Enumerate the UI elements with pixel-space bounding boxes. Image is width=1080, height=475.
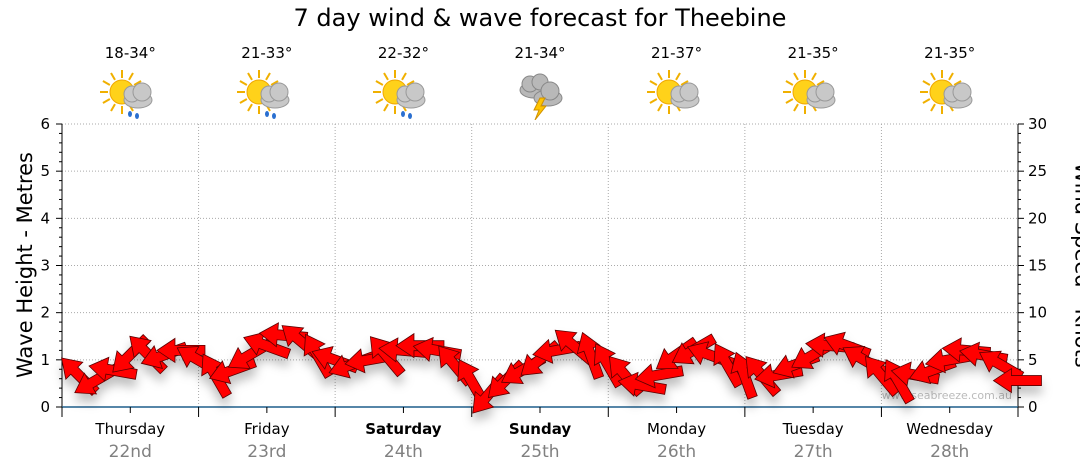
date-label: 26th [657,442,697,462]
date-label: 23rd [247,442,287,462]
y2-tick-label: 5 [1028,351,1038,369]
y2-tick-label: 20 [1028,209,1047,227]
day-label: Wednesday [906,420,994,438]
day-label: Thursday [95,420,166,438]
temp-range: 21-34° [514,44,566,62]
temp-range: 21-35° [787,44,839,62]
temp-range: 21-35° [924,44,976,62]
sun-cloud-rain-icon [373,70,426,119]
storm-icon [519,73,563,120]
temp-range: 18-34° [104,44,156,62]
date-label: 25th [520,442,560,462]
sun-cloud-rain-icon [236,70,290,119]
y-axis-label: Wave Height - Metres [12,152,37,378]
wind-arrow [617,371,667,397]
date-label: 28th [930,442,970,462]
day-label: Sunday [508,420,572,438]
sun-cloud-icon [646,70,700,114]
wind-arrows [61,322,1042,414]
date-label: 22nd [108,442,152,462]
temp-range: 21-37° [651,44,703,62]
day-label: Saturday [365,420,442,438]
y-tick-label: 4 [40,209,50,227]
sun-cloud-icon [783,70,836,114]
wind-arrow [369,336,406,378]
wind-arrow [978,350,1025,382]
sun-cloud-icon [919,70,973,114]
day-label: Friday [244,420,290,438]
y2-tick-label: 10 [1028,304,1047,322]
date-label: 27th [793,442,833,462]
date-label: 24th [383,442,423,462]
y-tick-label: 3 [40,257,50,275]
y-tick-label: 6 [40,115,50,133]
y-tick-label: 0 [40,398,50,416]
wind-arrow [992,367,1042,394]
y-tick-label: 1 [40,351,50,369]
y-tick-label: 2 [40,304,50,322]
y2-tick-label: 25 [1028,162,1047,180]
y2-tick-label: 0 [1028,398,1038,416]
temp-range: 22-32° [377,44,429,62]
y2-tick-label: 30 [1028,115,1047,133]
y2-tick-label: 15 [1028,257,1047,275]
wind-arrow [243,331,292,360]
chart-title: 7 day wind & wave forecast for Theebine [293,4,787,32]
temp-range: 21-33° [241,44,293,62]
day-label: Tuesday [782,420,844,438]
sun-cloud-rain-icon [100,70,153,119]
y-tick-label: 5 [40,162,50,180]
y2-axis-label: Wind Speed - Knots [1070,162,1080,368]
day-label: Monday [646,420,707,438]
